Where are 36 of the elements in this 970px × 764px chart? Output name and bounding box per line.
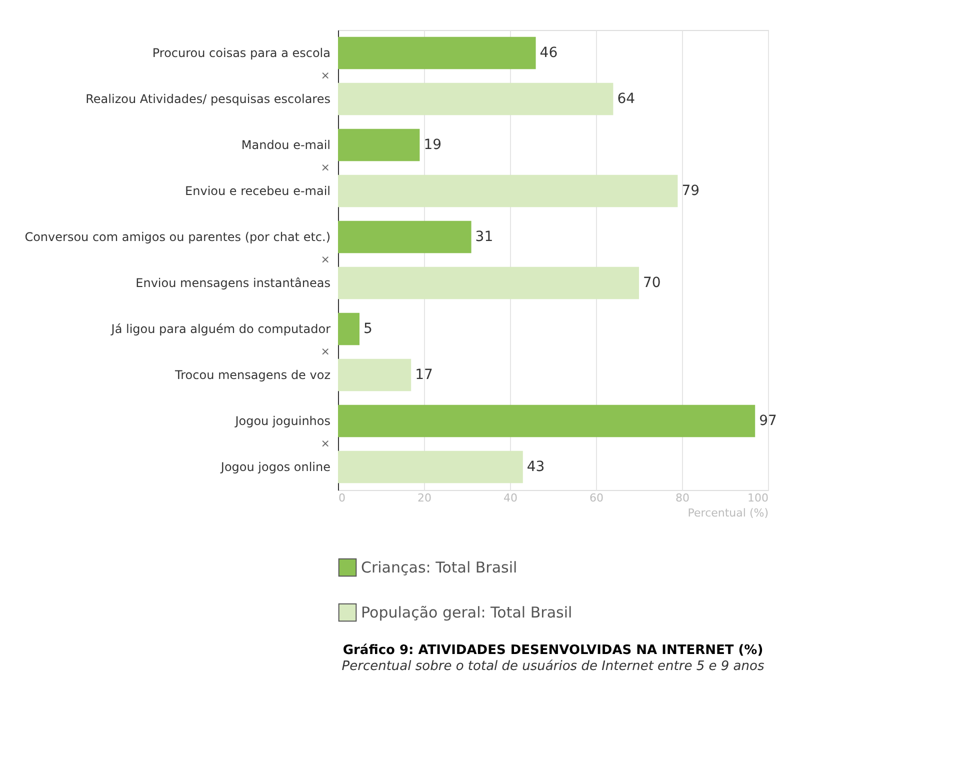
legend-label: População geral: Total Brasil <box>361 604 572 622</box>
data-label: 17 <box>415 367 433 383</box>
y-tick-label: Procurou coisas para a escola <box>152 46 330 60</box>
data-label: 46 <box>540 45 558 61</box>
text: × <box>320 69 330 82</box>
y-tick-label: Jogou jogos online <box>220 460 330 474</box>
data-label: 64 <box>617 91 636 107</box>
y-tick-label: Enviou mensagens instantâneas <box>136 276 330 290</box>
text: × <box>320 437 330 450</box>
data-label: 43 <box>526 459 545 475</box>
text: × <box>320 253 330 266</box>
x-axis-title: Percentual (%) <box>688 506 768 520</box>
y-tick-label: Já ligou para alguém do computador <box>110 322 331 336</box>
y-tick-label: Trocou mensagens de voz <box>174 368 330 382</box>
data-label: 5 <box>364 321 372 337</box>
x-tick-label: 60 <box>590 492 604 504</box>
text: × <box>320 161 330 174</box>
y-tick-label: Mandou e-mail <box>241 138 330 152</box>
data-label: 70 <box>643 275 661 291</box>
x-tick-label: 20 <box>418 492 432 504</box>
data-label: 19 <box>424 137 442 153</box>
y-tick-label: Jogou joguinhos <box>234 414 330 428</box>
data-label: 79 <box>682 183 700 199</box>
x-tick-label: 100 <box>748 492 768 504</box>
x-tick-label: 0 <box>338 492 346 504</box>
text: Percentual sobre o total de usuários de Internet entre 5 e 9 anos <box>342 659 764 674</box>
y-tick-label: Enviou e recebeu e-mail <box>185 184 330 198</box>
x-tick-label: 80 <box>676 492 690 504</box>
data-label: 97 <box>759 413 777 429</box>
legend-label: Crianças: Total Brasil <box>361 558 518 576</box>
data-label: 31 <box>475 229 494 245</box>
text: Gráfico 9: ATIVIDADES DESENVOLVIDAS NA INTERNET (%) <box>342 643 764 658</box>
y-tick-label: Realizou Atividades/ pesquisas escolares <box>86 92 330 106</box>
text: × <box>320 345 330 358</box>
y-tick-label: Conversou com amigos ou parentes (por chat etc.) <box>24 230 330 244</box>
x-tick-label: 40 <box>504 492 518 504</box>
